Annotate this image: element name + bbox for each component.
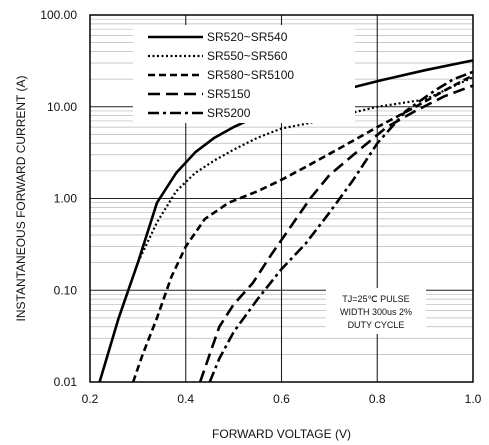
x-tick-label: 1.0 bbox=[465, 392, 482, 406]
series-line-3 bbox=[131, 74, 474, 383]
y-tick-label: 0.01 bbox=[54, 375, 78, 389]
legend: SR520~SR540 SR550~SR560 SR580~SR5100 SR5150… bbox=[148, 30, 294, 120]
plot-frame bbox=[89, 14, 474, 383]
series-line-4 bbox=[198, 84, 474, 383]
series-line-2 bbox=[98, 76, 474, 383]
series-lines bbox=[98, 59, 474, 383]
y-tick-label: 100.00 bbox=[40, 8, 77, 22]
y-tick-label: 10.00 bbox=[47, 100, 77, 114]
x-axis-label: FORWARD VOLTAGE (V) bbox=[212, 427, 351, 441]
legend-label-5: SR5200 bbox=[207, 106, 251, 120]
y-tick-label: 1.00 bbox=[54, 192, 78, 206]
y-tick-label: 0.10 bbox=[54, 283, 78, 297]
series-line-1 bbox=[98, 59, 474, 383]
legend-label-1: SR520~SR540 bbox=[207, 30, 288, 44]
conditions-note-line-3: DUTY CYCLE bbox=[348, 320, 405, 330]
x-tick-label: 0.4 bbox=[177, 392, 194, 406]
conditions-note-box bbox=[326, 288, 426, 334]
series-line-5 bbox=[208, 70, 474, 383]
legend-label-2: SR550~SR560 bbox=[207, 49, 288, 63]
x-tick-labels: 0.2 0.4 0.6 0.8 1.0 bbox=[82, 392, 482, 406]
x-tick-label: 0.8 bbox=[369, 392, 386, 406]
legend-label-4: SR5150 bbox=[207, 87, 251, 101]
x-tick-label: 0.6 bbox=[273, 392, 290, 406]
x-tick-label: 0.2 bbox=[82, 392, 99, 406]
conditions-note-line-1: TJ=25℃ PULSE bbox=[342, 294, 409, 304]
conditions-note-line-2: WIDTH 300us 2% bbox=[340, 307, 412, 317]
y-axis-label: INSTANTANEOUS FORWARD CURRENT (A) bbox=[14, 75, 28, 321]
y-tick-labels: 0.01 0.10 1.00 10.00 100.00 bbox=[40, 8, 77, 389]
legend-label-3: SR580~SR5100 bbox=[207, 68, 294, 82]
